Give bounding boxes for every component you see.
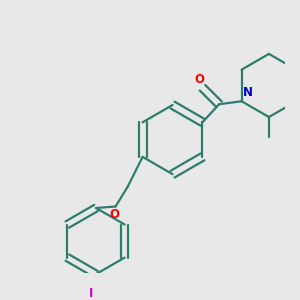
Text: I: I [88,287,93,300]
Text: N: N [242,86,253,99]
Text: O: O [109,208,119,221]
Text: O: O [194,73,205,86]
